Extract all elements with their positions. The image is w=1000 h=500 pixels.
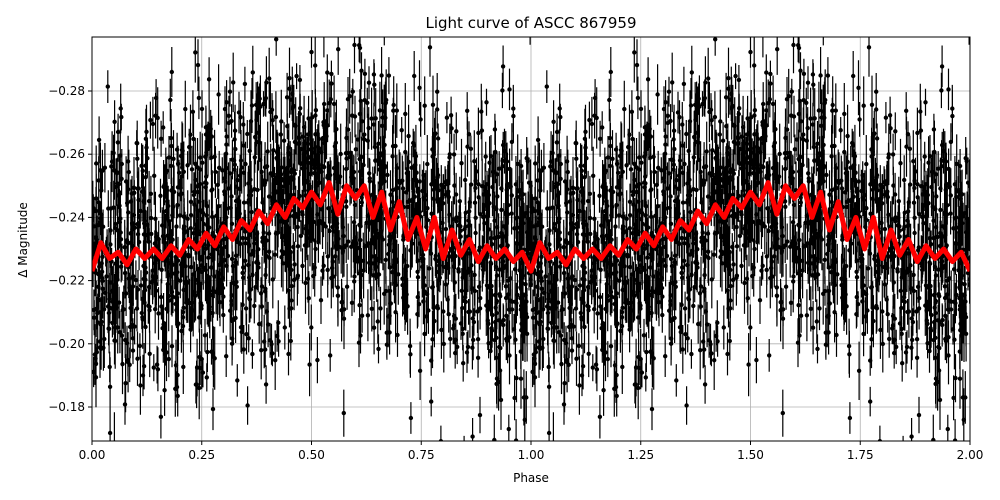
x-tick-label: 2.00 — [957, 448, 984, 462]
y-tick-label: −0.26 — [48, 147, 85, 161]
chart-title: Light curve of ASCC 867959 — [426, 14, 637, 32]
y-tick-label: −0.24 — [48, 210, 85, 224]
x-tick-label: 1.25 — [627, 448, 654, 462]
x-axis-ticks: 0.00 0.25 0.50 0.75 1.00 1.25 1.50 1.75 2.00 — [79, 441, 984, 462]
y-tick-label: −0.20 — [48, 337, 85, 351]
y-tick-label: −0.18 — [48, 400, 85, 414]
x-tick-label: 1.50 — [737, 448, 764, 462]
x-tick-label: 1.75 — [847, 448, 874, 462]
x-tick-label: 0.75 — [408, 448, 435, 462]
x-tick-label: 0.25 — [188, 448, 215, 462]
model-curve — [92, 180, 970, 274]
x-tick-label: 0.50 — [298, 448, 325, 462]
y-tick-label: −0.28 — [48, 84, 85, 98]
x-tick-label: 1.00 — [518, 448, 545, 462]
y-tick-label: −0.22 — [48, 274, 85, 288]
y-axis-ticks: −0.28 −0.26 −0.24 −0.22 −0.20 −0.18 — [48, 84, 92, 414]
x-axis-label: Phase — [513, 471, 549, 485]
y-axis-label: Δ Magnitude — [16, 202, 30, 278]
x-tick-label: 0.00 — [79, 448, 106, 462]
